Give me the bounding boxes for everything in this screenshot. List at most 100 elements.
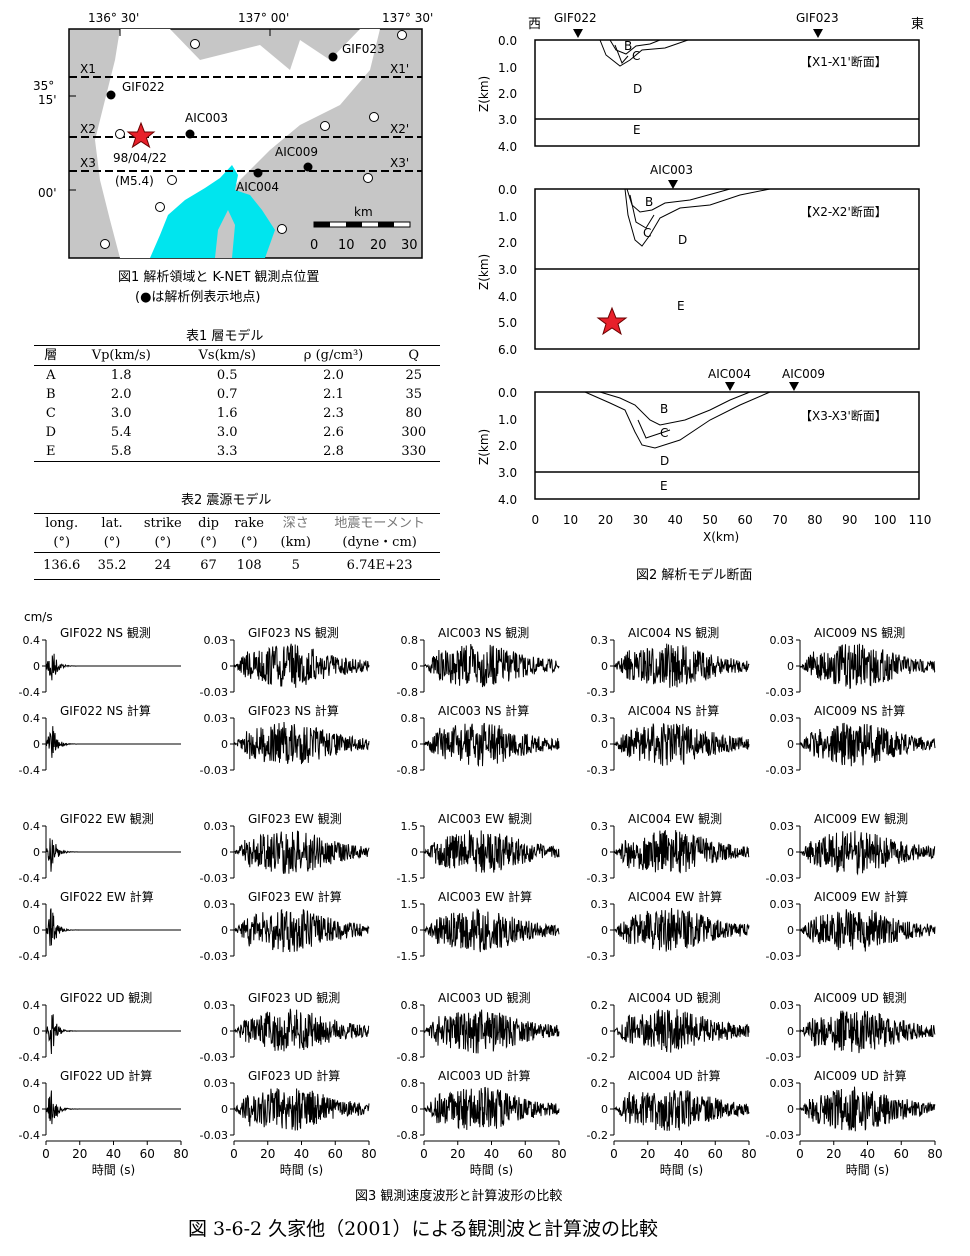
svg-text:Z(km): Z(km) (477, 429, 491, 465)
svg-text:1.0: 1.0 (498, 413, 517, 427)
waveform-panel: AIC003 NS 観測 0.8 0 -0.8 (397, 626, 560, 699)
y-tick-label: 0 (787, 660, 794, 673)
table-row: A 1.8 0.5 2.0 25 (46, 368, 422, 383)
svg-text:6.0: 6.0 (498, 343, 517, 357)
x-tick-label: 80 (927, 1147, 942, 1161)
x-tick-label: 20 (450, 1147, 465, 1161)
waveform-label: AIC004 NS 計算 (628, 703, 719, 718)
waveform-trace (45, 1014, 181, 1055)
scale-tick: 30 (401, 238, 418, 253)
waveform-panel: AIC004 UD 観測 0.2 0 -0.2 (587, 991, 750, 1064)
waveform-trace (233, 908, 370, 953)
y-tick-label: -0.03 (200, 764, 228, 777)
waveform-panel: GIF023 UD 観測 0.03 0 -0.03 (200, 991, 370, 1064)
x-tick-label: 110 (909, 513, 932, 527)
waveform-label: GIF022 NS 観測 (60, 626, 151, 640)
waveform-panel: GIF022 EW 計算 0.4 0 -0.4 (19, 889, 181, 963)
waveform-trace (799, 643, 936, 690)
x-tick-label: 80 (741, 1147, 756, 1161)
y-tick-label: 0 (33, 1103, 40, 1116)
svg-text:2.0: 2.0 (498, 87, 517, 101)
svg-text:0.0: 0.0 (498, 183, 517, 197)
station-map: 136° 30' 137° 00' 137° 30' 35° 15' 00' X… (33, 11, 433, 259)
table1-header: ρ (g/cm³) (303, 348, 364, 363)
y-tick-label: 0 (601, 1025, 608, 1038)
line-label: X1 (80, 62, 96, 76)
waveform-label: AIC003 NS 計算 (438, 703, 529, 718)
waveform-trace (799, 830, 936, 876)
svg-text:2.0: 2.0 (498, 236, 517, 250)
unit-label: cm/s (24, 610, 53, 624)
fig1-caption: 図1 解析領域と K-NET 観測点位置 (118, 270, 320, 285)
y-tick-label: -0.8 (397, 686, 418, 699)
waveform-trace (233, 643, 370, 688)
x-tick-label: 40 (674, 1147, 689, 1161)
y-tick-label: -0.3 (587, 872, 608, 885)
waveform-panel: GIF022 NS 計算 0.4 0 -0.4 (19, 703, 181, 777)
x-tick-label: 40 (294, 1147, 309, 1161)
waveform-label: AIC009 UD 観測 (814, 991, 907, 1005)
y-tick-label: 0 (787, 924, 794, 937)
fig2-caption: 図2 解析モデル断面 (636, 568, 753, 583)
east-label: 東 (911, 16, 924, 32)
line-label: X2' (390, 122, 409, 136)
map-lat-label: 15' (38, 93, 57, 107)
y-tick-label: 0 (221, 660, 228, 673)
table1: 層 Vp(km/s) Vs(km/s) ρ (g/cm³) Q A 1.8 0.5 2… (34, 345, 440, 462)
section-x1: GIF022 GIF023 B C D E 【X1-X1'断面】 0.0 1.0… (477, 11, 920, 154)
table1-header: Q (408, 348, 420, 363)
waveform-trace (234, 721, 370, 765)
y-tick-label: 0.8 (401, 634, 419, 647)
svg-text:Z(km): Z(km) (477, 254, 491, 290)
waveform-panel: AIC009 NS 計算 0.03 0 -0.03 (766, 703, 936, 777)
y-tick-label: 0 (411, 924, 418, 937)
epicenter-star-icon (126, 121, 156, 149)
waveform-trace (45, 653, 181, 681)
svg-text:D: D (633, 82, 642, 96)
waveform-label: GIF022 UD 観測 (60, 991, 152, 1005)
waveform-label: GIF022 EW 計算 (60, 889, 154, 904)
waveform-label: GIF023 EW 計算 (248, 889, 342, 904)
waveform-panel: AIC003 NS 計算 0.8 0 -0.8 (397, 703, 560, 777)
y-tick-label: 0.03 (204, 712, 229, 725)
ise-bay (150, 165, 275, 258)
x-tick-label: 80 (551, 1147, 566, 1161)
waveform-trace (45, 726, 181, 758)
y-tick-label: -0.03 (766, 950, 794, 963)
x-tick-label: 20 (826, 1147, 841, 1161)
waveform-panel: AIC009 NS 観測 0.03 0 -0.03 (766, 626, 936, 699)
x-tick-label: 60 (518, 1147, 533, 1161)
svg-text:D: D (678, 233, 687, 247)
waveform-trace (613, 643, 750, 688)
waveform-trace (45, 838, 181, 872)
y-tick-label: 0.3 (591, 634, 609, 647)
svg-text:0.0: 0.0 (498, 34, 517, 48)
y-tick-label: 0.4 (23, 820, 41, 833)
y-tick-label: 0 (601, 660, 608, 673)
waveform-label: AIC003 UD 観測 (438, 991, 531, 1005)
waveform-trace (233, 830, 370, 874)
x-tick-label: 10 (563, 513, 578, 527)
waveform-trace (423, 722, 560, 767)
y-tick-label: 0.03 (770, 999, 795, 1012)
y-tick-label: 0 (601, 738, 608, 751)
section-x2: AIC003 B C D E 【X2-X2'断面】 0.0 1.0 2.0 3.… (477, 163, 920, 357)
svg-text:E: E (660, 479, 668, 493)
y-tick-label: 0 (601, 846, 608, 859)
y-tick-label: -0.03 (766, 872, 794, 885)
svg-text:3.0: 3.0 (498, 263, 517, 277)
table1-header: Vs(km/s) (198, 348, 256, 363)
svg-text:B: B (645, 195, 653, 209)
svg-text:Z(km): Z(km) (477, 76, 491, 112)
y-tick-label: -0.4 (19, 1051, 40, 1064)
x-tick-label: 80 (173, 1147, 188, 1161)
waveform-trace (423, 643, 560, 688)
x-tick-label: 30 (633, 513, 648, 527)
y-tick-label: 0.4 (23, 999, 41, 1012)
event-magnitude: (M5.4) (115, 174, 154, 188)
y-tick-label: 0.03 (770, 820, 795, 833)
waveform-panel: GIF023 NS 計算 0.03 0 -0.03 (200, 703, 370, 777)
y-tick-label: 0.3 (591, 820, 609, 833)
y-tick-label: 0 (787, 1103, 794, 1116)
